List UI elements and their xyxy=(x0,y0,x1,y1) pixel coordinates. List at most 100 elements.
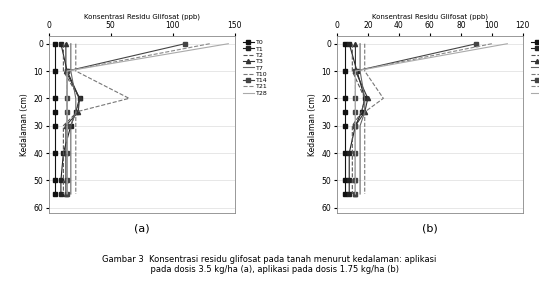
T10 xyxy=(362,124,368,128)
T21 xyxy=(206,42,213,46)
T3 xyxy=(63,124,69,128)
T28 xyxy=(504,42,510,46)
T3 xyxy=(63,178,69,182)
T2 xyxy=(60,192,67,196)
T7 xyxy=(357,192,363,196)
T10 xyxy=(73,110,79,114)
Line: T14: T14 xyxy=(354,42,479,196)
T1 xyxy=(77,96,83,100)
T0 xyxy=(341,42,348,46)
T1 xyxy=(73,110,79,114)
T1 xyxy=(58,192,64,196)
T0 xyxy=(52,96,58,100)
Line: T2: T2 xyxy=(64,44,80,194)
T2 xyxy=(349,178,356,182)
T2 xyxy=(349,192,356,196)
T14 xyxy=(352,178,358,182)
T21 xyxy=(352,124,358,128)
T7 xyxy=(73,110,79,114)
T3 xyxy=(63,69,69,73)
T21 xyxy=(64,69,71,73)
T1 xyxy=(346,192,353,196)
T21 xyxy=(352,110,358,114)
T1 xyxy=(346,178,353,182)
T0 xyxy=(52,178,58,182)
T21 xyxy=(352,151,358,155)
T1 xyxy=(346,151,353,155)
Line: T2: T2 xyxy=(353,44,365,194)
T14 xyxy=(182,42,188,46)
Legend: T0, T1, T2, T3, T7, T10, T14, T21, T28: T0, T1, T2, T3, T7, T10, T14, T21, T28 xyxy=(241,39,269,97)
Line: T21: T21 xyxy=(355,44,492,194)
T28 xyxy=(352,192,358,196)
Y-axis label: Kedalaman (cm): Kedalaman (cm) xyxy=(308,93,317,156)
T1 xyxy=(352,124,358,128)
T10 xyxy=(362,110,368,114)
T21 xyxy=(64,124,71,128)
Legend: T0, T1, T2, T3, T7, T10, T14, T21, T28: T0, T1, T2, T3, T7, T10, T14, T21, T28 xyxy=(530,39,539,97)
T7 xyxy=(357,42,363,46)
T2 xyxy=(349,151,356,155)
Line: T21: T21 xyxy=(67,44,210,194)
T1 xyxy=(67,124,74,128)
T2 xyxy=(60,151,67,155)
T14 xyxy=(352,96,358,100)
Text: Gambar 3  Konsentrasi residu glifosat pada tanah menurut kedalaman: aplikasi
   : Gambar 3 Konsentrasi residu glifosat pad… xyxy=(102,255,437,274)
Line: T0: T0 xyxy=(342,42,347,196)
Line: T28: T28 xyxy=(67,44,229,194)
T3 xyxy=(352,151,358,155)
T7 xyxy=(362,96,368,100)
T28 xyxy=(64,151,71,155)
T0 xyxy=(341,151,348,155)
T10 xyxy=(362,42,368,46)
T28 xyxy=(64,96,71,100)
T2 xyxy=(60,69,67,73)
T7 xyxy=(357,69,363,73)
T0 xyxy=(52,124,58,128)
T2 xyxy=(60,42,67,46)
T2 xyxy=(74,110,80,114)
T28 xyxy=(352,151,358,155)
T3 xyxy=(75,110,81,114)
T1 xyxy=(58,42,64,46)
T21 xyxy=(352,192,358,196)
T0 xyxy=(52,42,58,46)
T14 xyxy=(352,151,358,155)
T3 xyxy=(352,124,358,128)
T14 xyxy=(352,192,358,196)
T7 xyxy=(357,178,363,182)
T7 xyxy=(67,42,74,46)
T28 xyxy=(352,178,358,182)
T14 xyxy=(352,69,358,73)
T3 xyxy=(352,69,358,73)
T0 xyxy=(341,110,348,114)
Line: T0: T0 xyxy=(53,42,57,196)
T28 xyxy=(352,69,358,73)
T28 xyxy=(64,124,71,128)
T2 xyxy=(349,124,356,128)
T3 xyxy=(63,151,69,155)
Y-axis label: Kedalaman (cm): Kedalaman (cm) xyxy=(20,93,29,156)
Text: (a): (a) xyxy=(134,224,149,234)
T2 xyxy=(349,42,356,46)
T10 xyxy=(362,151,368,155)
Line: T3: T3 xyxy=(354,42,370,196)
X-axis label: Konsentrasi Residu Glifosat (ppb): Konsentrasi Residu Glifosat (ppb) xyxy=(84,13,199,20)
T7 xyxy=(67,124,74,128)
Line: T28: T28 xyxy=(355,44,507,194)
T0 xyxy=(341,96,348,100)
T28 xyxy=(64,110,71,114)
T1 xyxy=(346,42,353,46)
T1 xyxy=(60,151,67,155)
T3 xyxy=(362,110,368,114)
T2 xyxy=(349,69,356,73)
T3 xyxy=(63,192,69,196)
T3 xyxy=(352,178,358,182)
T1 xyxy=(354,69,360,73)
T21 xyxy=(352,96,358,100)
T28 xyxy=(352,110,358,114)
T7 xyxy=(73,96,79,100)
T14 xyxy=(64,178,71,182)
T2 xyxy=(60,124,67,128)
T0 xyxy=(52,69,58,73)
